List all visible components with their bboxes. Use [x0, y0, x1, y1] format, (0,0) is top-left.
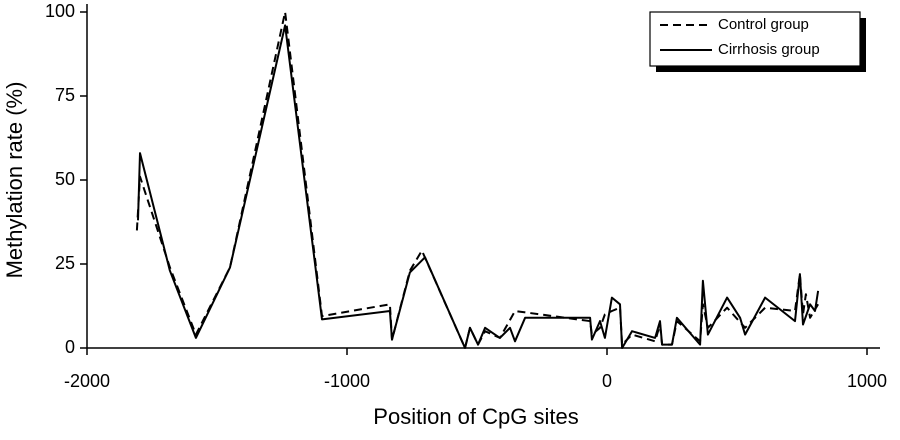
x-tick-label: 0	[602, 371, 612, 391]
legend-box	[649, 11, 861, 67]
y-tick-label: 50	[55, 169, 75, 189]
legend-label: Cirrhosis group	[718, 41, 820, 58]
legend-label: Control group	[718, 16, 809, 33]
y-tick-label: 25	[55, 253, 75, 273]
y-tick-label: 100	[45, 1, 75, 21]
y-axis-title: Methylation rate (%)	[2, 82, 27, 279]
y-tick-label: 0	[65, 337, 75, 357]
x-tick-label: -1000	[324, 371, 370, 391]
legend: Control group Cirrhosis group	[649, 11, 866, 72]
series-line	[137, 24, 820, 349]
x-tick-label: -2000	[64, 371, 110, 391]
y-tick-label: 75	[55, 85, 75, 105]
x-tick-label: 1000	[847, 371, 887, 391]
x-axis-title: Position of CpG sites	[373, 404, 578, 429]
